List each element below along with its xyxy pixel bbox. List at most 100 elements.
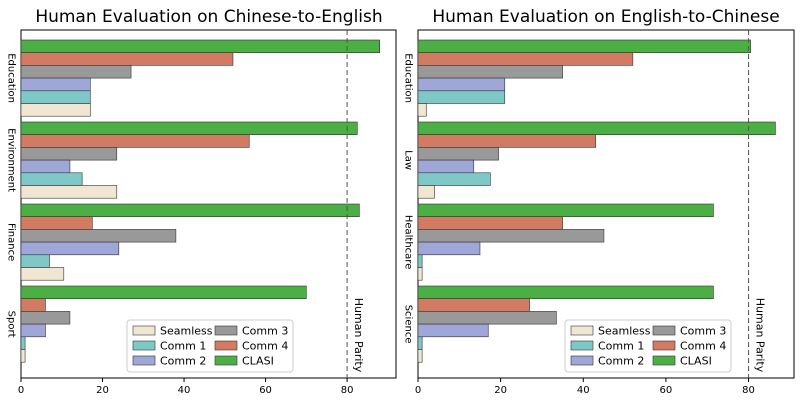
x-tick-label: 40 bbox=[577, 385, 590, 396]
bar-comm-4-healthcare bbox=[417, 216, 563, 230]
legend-swatch-comm-3 bbox=[652, 325, 676, 336]
bar-comm-3-education bbox=[20, 65, 132, 79]
bar-comm-4-science bbox=[417, 298, 530, 312]
category-label: Law bbox=[403, 150, 414, 170]
bar-comm-3-sport bbox=[20, 311, 71, 325]
x-tick-label: 80 bbox=[742, 385, 755, 396]
bar-comm-1-sport bbox=[20, 336, 26, 350]
bar-comm-2-education bbox=[417, 77, 506, 92]
legend-swatch-comm-2 bbox=[570, 355, 594, 366]
bar-comm-4-environment bbox=[20, 134, 250, 148]
legend-label-comm-3: Comm 3 bbox=[680, 325, 726, 338]
human-parity-label: Human Parity bbox=[754, 298, 767, 373]
bar-comm-4-education bbox=[417, 52, 634, 66]
bar-clasi-law bbox=[417, 121, 776, 135]
legend-box bbox=[126, 319, 294, 373]
legend-swatch-comm-4 bbox=[652, 340, 676, 351]
legend-label-comm-2: Comm 2 bbox=[598, 355, 644, 368]
chart-title: Human Evaluation on English-to-Chinese bbox=[432, 7, 779, 27]
bar-clasi-finance bbox=[20, 203, 360, 217]
bar-comm-1-education bbox=[20, 90, 91, 104]
bar-comm-2-healthcare bbox=[417, 241, 481, 256]
x-tick-label: 20 bbox=[96, 385, 109, 396]
bar-clasi-environment bbox=[20, 121, 358, 135]
x-tick-label: 60 bbox=[259, 385, 272, 396]
x-tick-label: 20 bbox=[494, 385, 507, 396]
chart-title: Human Evaluation on Chinese-to-English bbox=[35, 7, 382, 27]
bar-clasi-education bbox=[417, 39, 751, 53]
x-tick-label: 60 bbox=[660, 385, 673, 396]
bar-comm-2-environment bbox=[20, 159, 71, 174]
bar-seamless-education bbox=[417, 103, 427, 117]
bar-comm-3-healthcare bbox=[417, 229, 605, 243]
bar-comm-4-law bbox=[417, 134, 596, 148]
bar-comm-3-environment bbox=[20, 147, 118, 161]
legend-label-seamless: Seamless bbox=[598, 325, 651, 338]
legend-label-comm-4: Comm 4 bbox=[242, 340, 288, 353]
category-label: Finance bbox=[6, 223, 17, 261]
legend-label-seamless: Seamless bbox=[160, 325, 213, 338]
bar-seamless-healthcare bbox=[417, 267, 423, 281]
bar-comm-1-education bbox=[417, 90, 506, 104]
legend: Seamless Comm 1 Comm 2 Comm 3 Comm 4 CLASI bbox=[564, 319, 732, 373]
category-label: Science bbox=[403, 305, 414, 344]
legend-swatch-comm-1 bbox=[570, 340, 594, 351]
bar-comm-4-finance bbox=[20, 216, 93, 230]
x-tick-label: 0 bbox=[18, 385, 24, 396]
bar-clasi-education bbox=[20, 39, 380, 53]
bar-seamless-sport bbox=[20, 349, 26, 363]
legend-swatch-seamless bbox=[570, 325, 594, 336]
bar-comm-3-finance bbox=[20, 229, 177, 243]
bar-comm-4-education bbox=[20, 52, 234, 66]
chart-panel-chinese-to-english: Human Evaluation on Chinese-to-English E… bbox=[6, 7, 397, 396]
legend-label-comm-1: Comm 1 bbox=[160, 340, 206, 353]
bar-clasi-healthcare bbox=[417, 203, 714, 217]
bar-comm-2-law bbox=[417, 159, 475, 174]
legend-swatch-comm-1 bbox=[132, 340, 156, 351]
bar-comm-1-finance bbox=[20, 254, 50, 268]
bar-seamless-law bbox=[417, 185, 435, 199]
legend-swatch-comm-3 bbox=[214, 325, 238, 336]
bar-comm-2-finance bbox=[20, 241, 120, 256]
bar-comm-3-science bbox=[417, 311, 557, 325]
legend-swatch-seamless bbox=[132, 325, 156, 336]
legend-label-comm-3: Comm 3 bbox=[242, 325, 288, 338]
bar-seamless-science bbox=[417, 349, 423, 363]
category-label: Education bbox=[6, 53, 17, 103]
legend-label-clasi: CLASI bbox=[680, 355, 712, 368]
legend-swatch-comm-2 bbox=[132, 355, 156, 366]
bar-comm-3-law bbox=[417, 147, 499, 161]
legend-label-comm-4: Comm 4 bbox=[680, 340, 726, 353]
bar-comm-4-sport bbox=[20, 298, 46, 312]
bar-comm-1-science bbox=[417, 336, 423, 350]
legend-swatch-comm-4 bbox=[214, 340, 238, 351]
bar-seamless-finance bbox=[20, 267, 65, 281]
bar-comm-1-environment bbox=[20, 172, 83, 186]
bar-clasi-science bbox=[417, 285, 714, 299]
legend: Seamless Comm 1 Comm 2 Comm 3 Comm 4 CLASI bbox=[126, 319, 294, 373]
human-parity-label: Human Parity bbox=[352, 298, 365, 373]
chart-panel-english-to-chinese: Human Evaluation on English-to-Chinese E… bbox=[403, 7, 795, 396]
legend-swatch-clasi bbox=[652, 355, 676, 366]
bar-clasi-sport bbox=[20, 285, 307, 299]
bar-seamless-environment bbox=[20, 185, 118, 199]
bar-comm-2-sport bbox=[20, 323, 46, 338]
legend-label-clasi: CLASI bbox=[242, 355, 274, 368]
x-tick-label: 0 bbox=[415, 385, 421, 396]
legend-swatch-clasi bbox=[214, 355, 238, 366]
category-label: Healthcare bbox=[403, 215, 414, 270]
bar-comm-2-education bbox=[20, 77, 91, 92]
bar-comm-1-law bbox=[417, 172, 491, 186]
bar-comm-1-healthcare bbox=[417, 254, 423, 268]
bar-comm-3-education bbox=[417, 65, 563, 79]
bar-comm-2-science bbox=[417, 323, 489, 338]
bar-seamless-education bbox=[20, 103, 91, 117]
x-tick-label: 80 bbox=[341, 385, 354, 396]
category-label: Education bbox=[403, 53, 414, 103]
x-tick-label: 40 bbox=[178, 385, 191, 396]
legend-label-comm-1: Comm 1 bbox=[598, 340, 644, 353]
category-label: Sport bbox=[6, 311, 17, 338]
category-label: Environment bbox=[6, 128, 17, 192]
legend-box bbox=[564, 319, 732, 373]
